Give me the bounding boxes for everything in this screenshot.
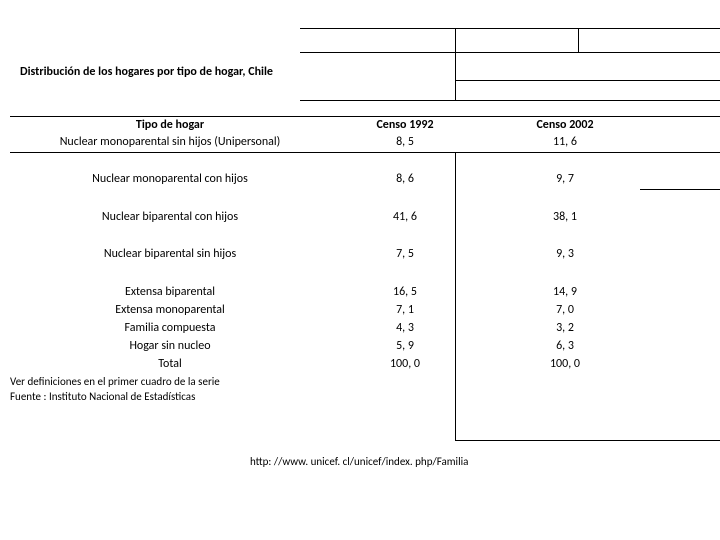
row-label: Extensa biparental	[20, 285, 320, 299]
cell-value: 9, 3	[490, 247, 640, 261]
footnote: Ver definiciones en el primer cuadro de …	[10, 375, 220, 388]
cell-value: 7, 0	[490, 303, 640, 317]
cell-value: 6, 3	[490, 339, 640, 353]
cell-value: 41, 6	[330, 210, 480, 224]
column-header: Censo 2002	[490, 118, 640, 132]
cell-value: 4, 3	[330, 321, 480, 335]
cell-value: 11, 6	[490, 135, 640, 149]
cell-value: 16, 5	[330, 285, 480, 299]
column-header: Censo 1992	[330, 118, 480, 132]
cell-value: 3, 2	[490, 321, 640, 335]
cell-value: 7, 5	[330, 247, 480, 261]
table-title: Distribución de los hogares por tipo de …	[20, 65, 440, 79]
cell-value: 8, 6	[330, 172, 480, 186]
grid-line	[640, 189, 720, 190]
cell-value: 7, 1	[330, 303, 480, 317]
cell-value: 5, 9	[330, 339, 480, 353]
row-label: Hogar sin nucleo	[20, 339, 320, 353]
row-label: Nuclear monoparental sin hijos (Uniperso…	[20, 135, 320, 149]
row-label: Familia compuesta	[20, 321, 320, 335]
grid-line	[300, 28, 720, 29]
cell-value: 8, 5	[330, 135, 480, 149]
row-label: Nuclear biparental con hijos	[20, 210, 320, 224]
grid-line	[300, 52, 720, 53]
grid-line	[10, 152, 720, 153]
cell-value: 100, 0	[490, 357, 640, 371]
cell-value: 9, 7	[490, 172, 640, 186]
row-label: Extensa monoparental	[20, 303, 320, 317]
source-url: http: //www. unicef. cl/unicef/index. ph…	[250, 455, 468, 468]
row-label: Nuclear monoparental con hijos	[20, 172, 320, 186]
grid-line	[10, 116, 720, 117]
grid-line	[455, 80, 720, 81]
grid-line	[300, 100, 720, 101]
grid-line	[578, 28, 579, 52]
grid-line	[455, 28, 456, 100]
cell-value: 38, 1	[490, 210, 640, 224]
footnote: Fuente : Instituto Nacional de Estadísti…	[10, 390, 195, 403]
row-label: Total	[20, 357, 320, 371]
cell-value: 100, 0	[330, 357, 480, 371]
grid-line	[455, 440, 720, 441]
cell-value: 14, 9	[490, 285, 640, 299]
row-label: Nuclear biparental sin hijos	[20, 247, 320, 261]
column-header: Tipo de hogar	[20, 118, 320, 132]
